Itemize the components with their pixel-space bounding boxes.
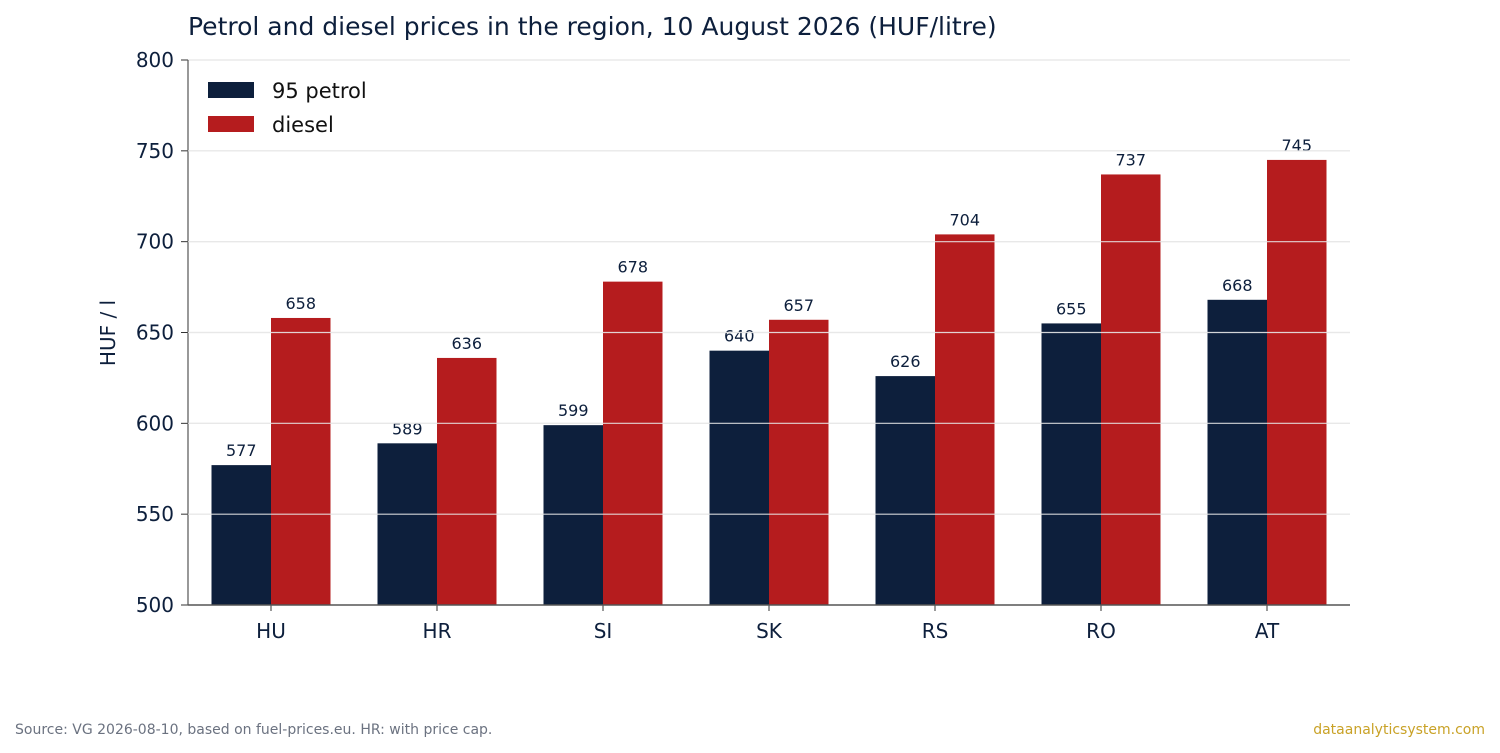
- legend-label: 95 petrol: [272, 79, 367, 103]
- legend: 95 petrol diesel: [208, 79, 367, 137]
- y-tick-label: 500: [136, 593, 174, 617]
- y-tick-label: 600: [136, 411, 174, 435]
- bar-diesel-SI: [603, 281, 663, 605]
- bar-95-petrol-AT: [1207, 299, 1267, 605]
- bar-diesel-HR: [437, 357, 497, 605]
- data-label: 626: [890, 352, 921, 371]
- bar-diesel-HU: [271, 317, 331, 605]
- bar-95-petrol-HR: [377, 443, 437, 605]
- x-tick-label: SK: [756, 619, 783, 643]
- bar-diesel-SK: [769, 319, 829, 605]
- y-tick-label: 550: [136, 502, 174, 526]
- x-tick-label: RO: [1086, 619, 1116, 643]
- x-tick-label: HU: [256, 619, 286, 643]
- x-tick-label: RS: [922, 619, 949, 643]
- chart-title: Petrol and diesel prices in the region, …: [188, 12, 997, 41]
- bar-95-petrol-SK: [709, 350, 769, 605]
- y-tick-label: 750: [136, 139, 174, 163]
- y-tick-label: 650: [136, 321, 174, 345]
- data-label: 577: [226, 441, 257, 460]
- x-tick-label: SI: [594, 619, 613, 643]
- data-label: 599: [558, 401, 589, 420]
- data-label: 658: [285, 294, 316, 313]
- data-labels: 577 658 589 636 599 678 640 657 626 704 655 737 668 7…: [188, 136, 1350, 515]
- data-label: 737: [1115, 150, 1146, 169]
- bars: [211, 159, 1327, 605]
- bar-diesel-RO: [1101, 174, 1161, 605]
- data-label: 745: [1281, 136, 1312, 155]
- axes: 500 550 600 650 700 750 800 HU HR SI SK RS RO AT: [136, 48, 1350, 643]
- y-tick-label: 800: [136, 48, 174, 72]
- legend-swatch: [208, 82, 254, 98]
- data-label: 589: [392, 419, 423, 438]
- bar-95-petrol-RO: [1041, 323, 1101, 605]
- y-tick-label: 700: [136, 230, 174, 254]
- bar-diesel-AT: [1267, 159, 1327, 605]
- data-label: 668: [1222, 276, 1253, 295]
- data-label: 657: [783, 296, 814, 315]
- bar-diesel-RS: [935, 234, 995, 605]
- data-label: 655: [1056, 299, 1087, 318]
- x-tick-label: AT: [1255, 619, 1280, 643]
- source-note: Source: VG 2026-08-10, based on fuel-pri…: [15, 722, 493, 738]
- data-label: 636: [451, 334, 482, 353]
- y-axis-label: HUF / l: [96, 300, 120, 366]
- bar-95-petrol-SI: [543, 425, 603, 605]
- bar-95-petrol-HU: [211, 465, 271, 605]
- data-label: 704: [949, 210, 980, 229]
- bar-95-petrol-RS: [875, 376, 935, 605]
- brand-link[interactable]: dataanalyticsystem.com: [1313, 722, 1485, 738]
- data-label: 640: [724, 327, 755, 346]
- data-label: 678: [617, 258, 648, 277]
- x-tick-label: HR: [423, 619, 452, 643]
- legend-label: diesel: [272, 113, 334, 137]
- legend-swatch: [208, 116, 254, 132]
